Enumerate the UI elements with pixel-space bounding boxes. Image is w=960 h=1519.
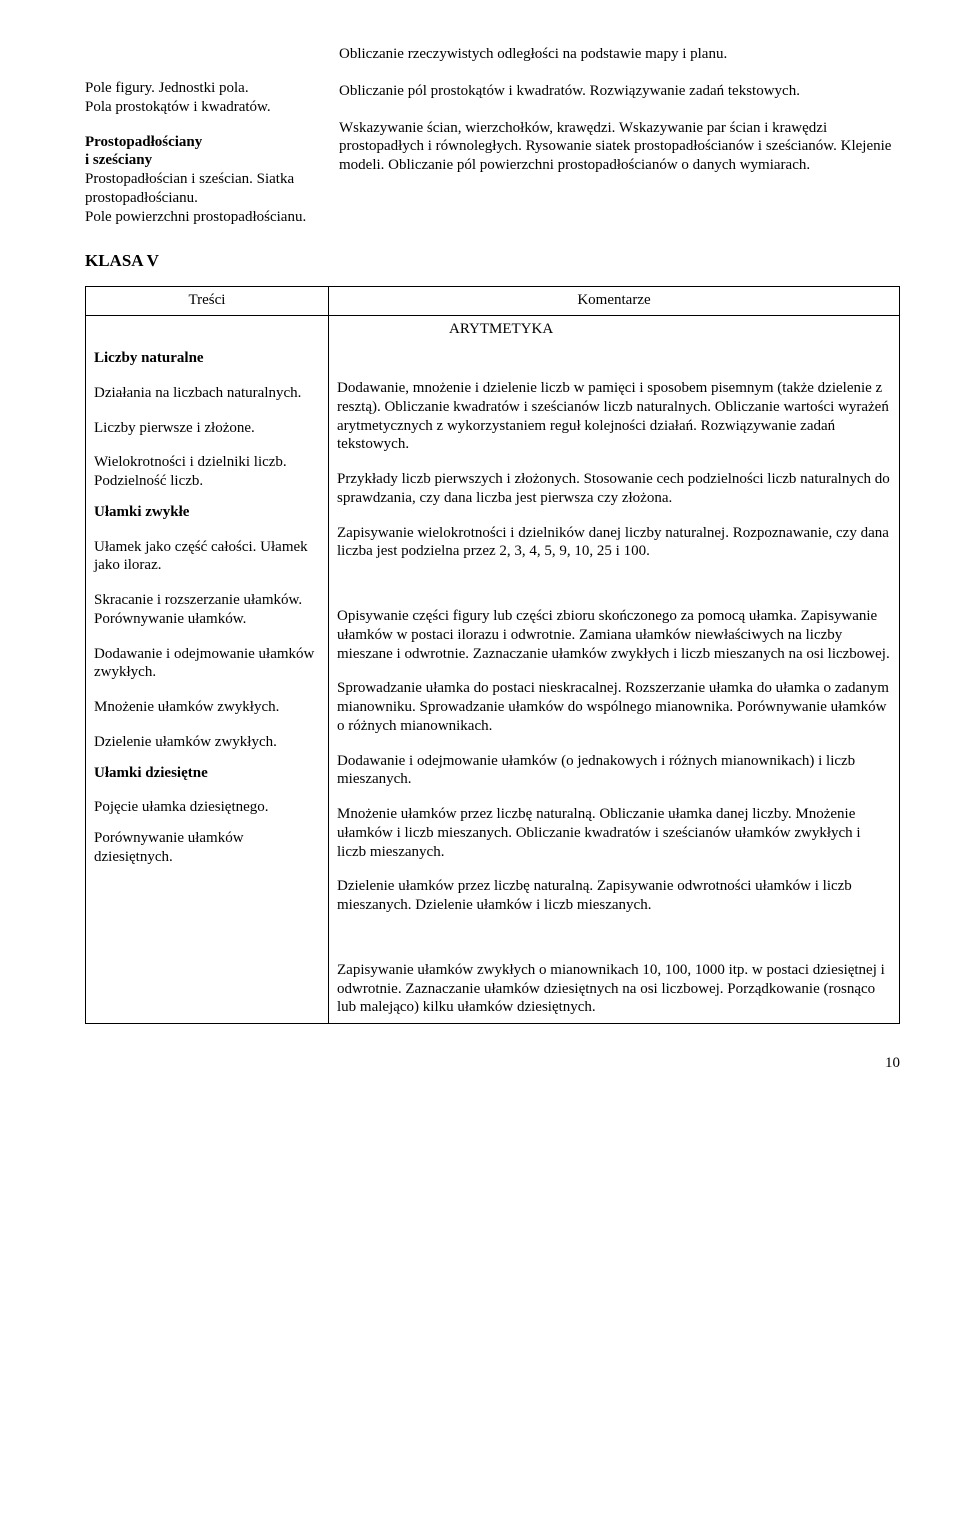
topic-text: Porównywanie ułamków dziesiętnych. [94, 829, 320, 867]
comment-text: Zapisywanie ułamków zwykłych o mianownik… [337, 961, 891, 1017]
topic-text: Skracanie i rozszerzanie ułamków. Porówn… [94, 591, 320, 629]
topic-line: Prostopadłościan i sześcian. Siatka pros… [85, 170, 315, 208]
topic-text: Dzielenie ułamków zwykłych. [94, 733, 320, 752]
comment-text: Dodawanie i odejmowanie ułamków (o jedna… [337, 752, 891, 790]
topic-line: Pole figury. Jednostki pola. [85, 79, 315, 98]
section-heading: Prostopadłościany [85, 133, 315, 152]
subsection-heading: Liczby naturalne [94, 349, 320, 368]
col-header-topics: Treści [86, 286, 329, 316]
comment-text: Sprowadzanie ułamka do postaci nieskraca… [337, 679, 891, 735]
col-header-comments: Komentarze [329, 286, 900, 316]
grade-heading: KLASA V [85, 250, 900, 271]
topic-text: Dodawanie i odejmowanie ułamków zwykłych… [94, 645, 320, 683]
topic-text: Działania na liczbach naturalnych. [94, 384, 320, 403]
comment-text: Opisywanie części figury lub części zbio… [337, 607, 891, 663]
topic-line: Pole powierzchni prostopadłościanu. [85, 208, 315, 227]
topic-text: Liczby pierwsze i złożone. [94, 419, 320, 438]
page-number: 10 [85, 1054, 900, 1073]
top-continuation-section: Pole figury. Jednostki pola. Pola prosto… [85, 45, 900, 226]
curriculum-table: Treści Komentarze ARYTMETYKA Liczby natu… [85, 286, 900, 1025]
top-right-column: Obliczanie rzeczywistych odległości na p… [339, 45, 900, 226]
subsection-heading: Ułamki zwykłe [94, 503, 320, 522]
section-heading: i sześciany [85, 151, 315, 170]
comment-text: Dodawanie, mnożenie i dzielenie liczb w … [337, 379, 891, 454]
comment-text: Dzielenie ułamków przez liczbę naturalną… [337, 877, 891, 915]
comment-text: Zapisywanie wielokrotności i dzielników … [337, 524, 891, 562]
comment-text: Przykłady liczb pierwszych i złożonych. … [337, 470, 891, 508]
topic-text: Wielokrotności i dzielniki liczb. Podzie… [94, 453, 320, 491]
comment-text: Mnożenie ułamków przez liczbę naturalną.… [337, 805, 891, 861]
subsection-heading: Ułamki dziesiętne [94, 764, 320, 783]
comment-text: Obliczanie pól prostokątów i kwadratów. … [339, 82, 900, 101]
comment-text: Obliczanie rzeczywistych odległości na p… [339, 45, 900, 64]
topic-text: Pojęcie ułamka dziesiętnego. [94, 798, 320, 817]
topic-line: Pola prostokątów i kwadratów. [85, 98, 315, 117]
comment-text: Wskazywanie ścian, wierzchołków, krawędz… [339, 119, 900, 175]
topic-text: Mnożenie ułamków zwykłych. [94, 698, 320, 717]
topic-text: Ułamek jako część całości. Ułamek jako i… [94, 538, 320, 576]
section-label-arytmetyka: ARYTMETYKA [329, 316, 900, 345]
top-left-column: Pole figury. Jednostki pola. Pola prosto… [85, 45, 315, 226]
